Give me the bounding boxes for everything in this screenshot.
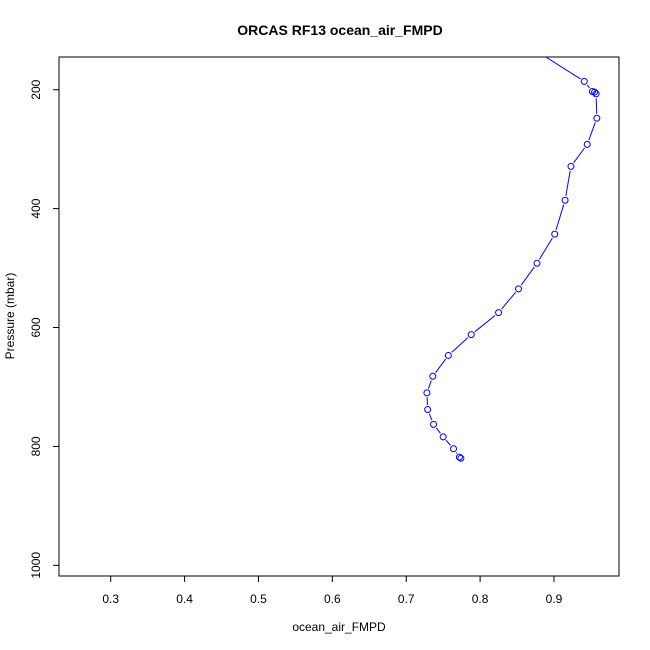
- series-line-segment: [455, 452, 458, 454]
- series-line-segment: [435, 358, 447, 373]
- series-line-segment: [586, 84, 590, 89]
- y-tick-label: 200: [29, 79, 43, 99]
- x-tick-label: 0.5: [250, 592, 267, 606]
- data-point: [457, 454, 465, 462]
- x-tick-label: 0.4: [176, 592, 193, 606]
- plot-frame: [58, 56, 620, 577]
- series-line-segment: [445, 439, 451, 446]
- data-point: [423, 389, 431, 397]
- data-point: [430, 420, 438, 428]
- x-tick-label: 0.3: [102, 592, 119, 606]
- x-tick-label: 0.7: [398, 592, 415, 606]
- series-line-segment: [427, 380, 432, 389]
- data-point: [515, 285, 523, 293]
- data-point: [455, 453, 463, 461]
- data-point: [591, 88, 599, 96]
- data-point: [444, 351, 452, 359]
- data-point: [424, 406, 432, 414]
- y-tick-label: 400: [29, 198, 43, 218]
- data-point: [429, 372, 437, 380]
- y-axis: 200 400 600 800 1000: [29, 79, 59, 579]
- series-line-segment: [451, 337, 469, 353]
- data-point: [561, 196, 569, 204]
- series-line-segment: [538, 237, 553, 260]
- data-point: [593, 114, 601, 122]
- y-tick-label: 1000: [29, 552, 43, 579]
- data-point: [551, 230, 559, 238]
- data-point: [495, 309, 503, 317]
- y-tick-label: 800: [29, 436, 43, 456]
- series-line-segment: [573, 147, 585, 164]
- series-line-segment: [501, 291, 517, 310]
- series-layer: [423, 57, 601, 462]
- x-axis: 0.3 0.4 0.5 0.6 0.7 0.8 0.9: [102, 576, 563, 606]
- series-line-segment: [520, 266, 535, 286]
- data-point: [450, 445, 458, 453]
- chart-title: ORCAS RF13 ocean_air_FMPD: [237, 22, 442, 38]
- series-line-segment: [428, 413, 433, 421]
- x-tick-label: 0.6: [324, 592, 341, 606]
- series-line-segment: [555, 204, 565, 231]
- series-line-segment: [588, 122, 596, 141]
- data-point: [580, 77, 588, 85]
- data-point: [567, 162, 575, 170]
- series-line-segment: [545, 57, 581, 80]
- data-point: [533, 259, 541, 267]
- x-tick-label: 0.9: [546, 592, 563, 606]
- y-tick-label: 600: [29, 317, 43, 337]
- series-line-segment: [474, 315, 496, 333]
- series-line-segment: [435, 427, 441, 434]
- x-tick-label: 0.8: [472, 592, 489, 606]
- data-point: [467, 331, 475, 339]
- x-axis-label: ocean_air_FMPD: [292, 620, 386, 634]
- data-point: [439, 433, 447, 441]
- data-point: [583, 140, 591, 148]
- data-point: [592, 90, 600, 98]
- y-axis-label: Pressure (mbar): [3, 273, 17, 360]
- series-line-segment: [565, 170, 571, 196]
